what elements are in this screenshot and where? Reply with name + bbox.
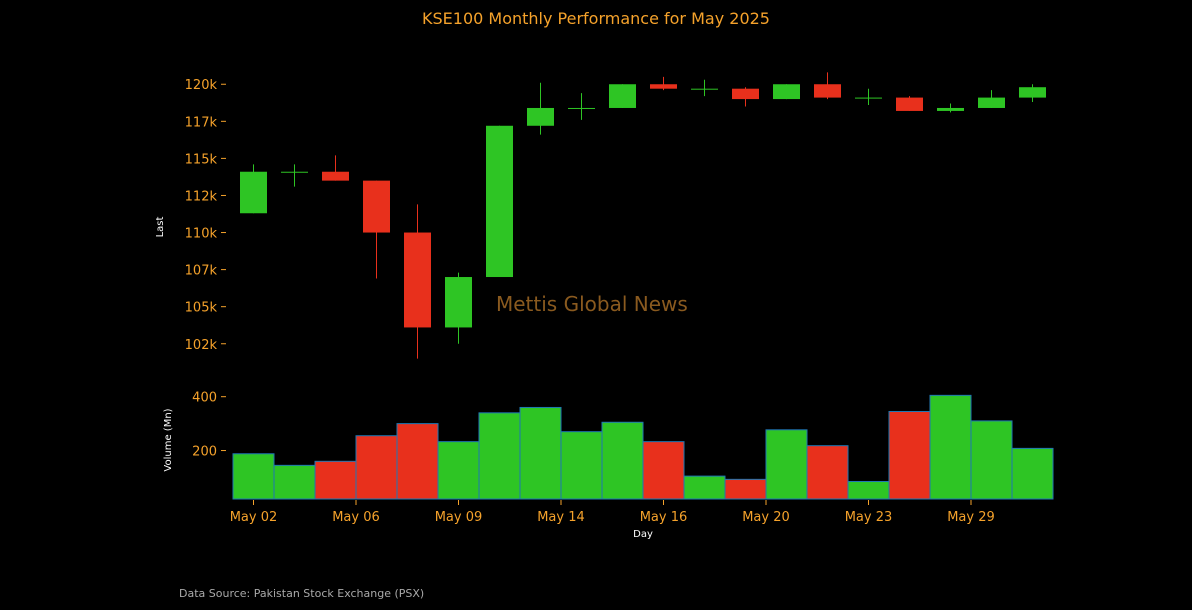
candle-body [527,107,554,126]
price-tick-label: 115k [185,152,218,167]
candle-body [814,84,841,98]
x-tick-label: May 16 [640,510,688,525]
volume-bar [724,478,767,500]
volume-bar [273,464,316,500]
candle-body [691,88,718,90]
volume-tick-label: 200 [192,445,217,460]
candle-body [240,171,267,214]
chart-title: KSE100 Monthly Performance for May 2025 [422,9,770,28]
price-y-axis-label: Last [155,217,166,238]
volume-bar [929,394,972,500]
candle-body [609,84,636,108]
x-tick-label: May 09 [435,510,483,525]
volume-bar [970,420,1013,500]
volume-bar [806,445,849,500]
candle-body [978,97,1005,108]
candle-body [937,107,964,111]
x-tick-label: May 06 [332,510,380,525]
candle-body [486,125,513,278]
watermark: Mettis Global News [496,292,688,316]
x-tick-label: May 29 [947,510,995,525]
price-tick-label: 110k [185,227,218,242]
price-tick-label: 112k [185,189,218,204]
x-tick-label: May 14 [537,510,585,525]
volume-bar [478,412,521,500]
candle-body [281,171,308,173]
volume-y-axis: 200 400 [192,391,226,460]
volume-bar [1011,447,1054,500]
volume-bar [683,475,726,500]
price-tick-label: 107k [185,264,218,279]
candle-body [445,277,472,328]
volume-bar [355,435,398,500]
candle-body [896,97,923,111]
candle-body [732,88,759,100]
candle-body [322,171,349,181]
candle-body [773,84,800,100]
volume-bars-group [232,394,1054,500]
x-tick-label: May 02 [230,510,278,525]
price-tick-label: 120k [185,78,218,93]
candle-body [855,97,882,99]
x-tick-label: May 20 [742,510,790,525]
candle-body [363,180,390,233]
price-tick-label: 102k [185,338,218,353]
price-tick-label: 105k [185,301,218,316]
x-axis: May 02 May 06 May 09 May 14 May 16 May 20 May … [230,500,995,525]
volume-tick-label: 400 [192,391,217,406]
price-tick-label: 117k [185,115,218,130]
volume-bar [888,411,931,500]
volume-bar [314,460,357,500]
data-source-note: Data Source: Pakistan Stock Exchange (PS… [179,587,425,600]
volume-bar [847,481,890,500]
price-y-axis: 102k 105k 107k 110k 112k 115k 117k 120k [185,78,226,353]
volume-bar [601,421,644,500]
x-tick-label: May 23 [845,510,893,525]
candle-body [650,84,677,89]
volume-y-axis-label: Volume (Mn) [163,408,174,471]
volume-bar [437,441,480,500]
volume-bar [519,406,562,500]
candle-body [404,232,431,328]
candle-body [1019,87,1046,98]
candles-group [240,72,1046,359]
volume-bar [642,441,685,500]
volume-bar [560,431,603,500]
x-axis-label: Day [633,529,653,540]
volume-bar [232,453,275,500]
candle-body [568,107,595,109]
volume-bar [765,429,808,500]
volume-bar [396,423,439,500]
